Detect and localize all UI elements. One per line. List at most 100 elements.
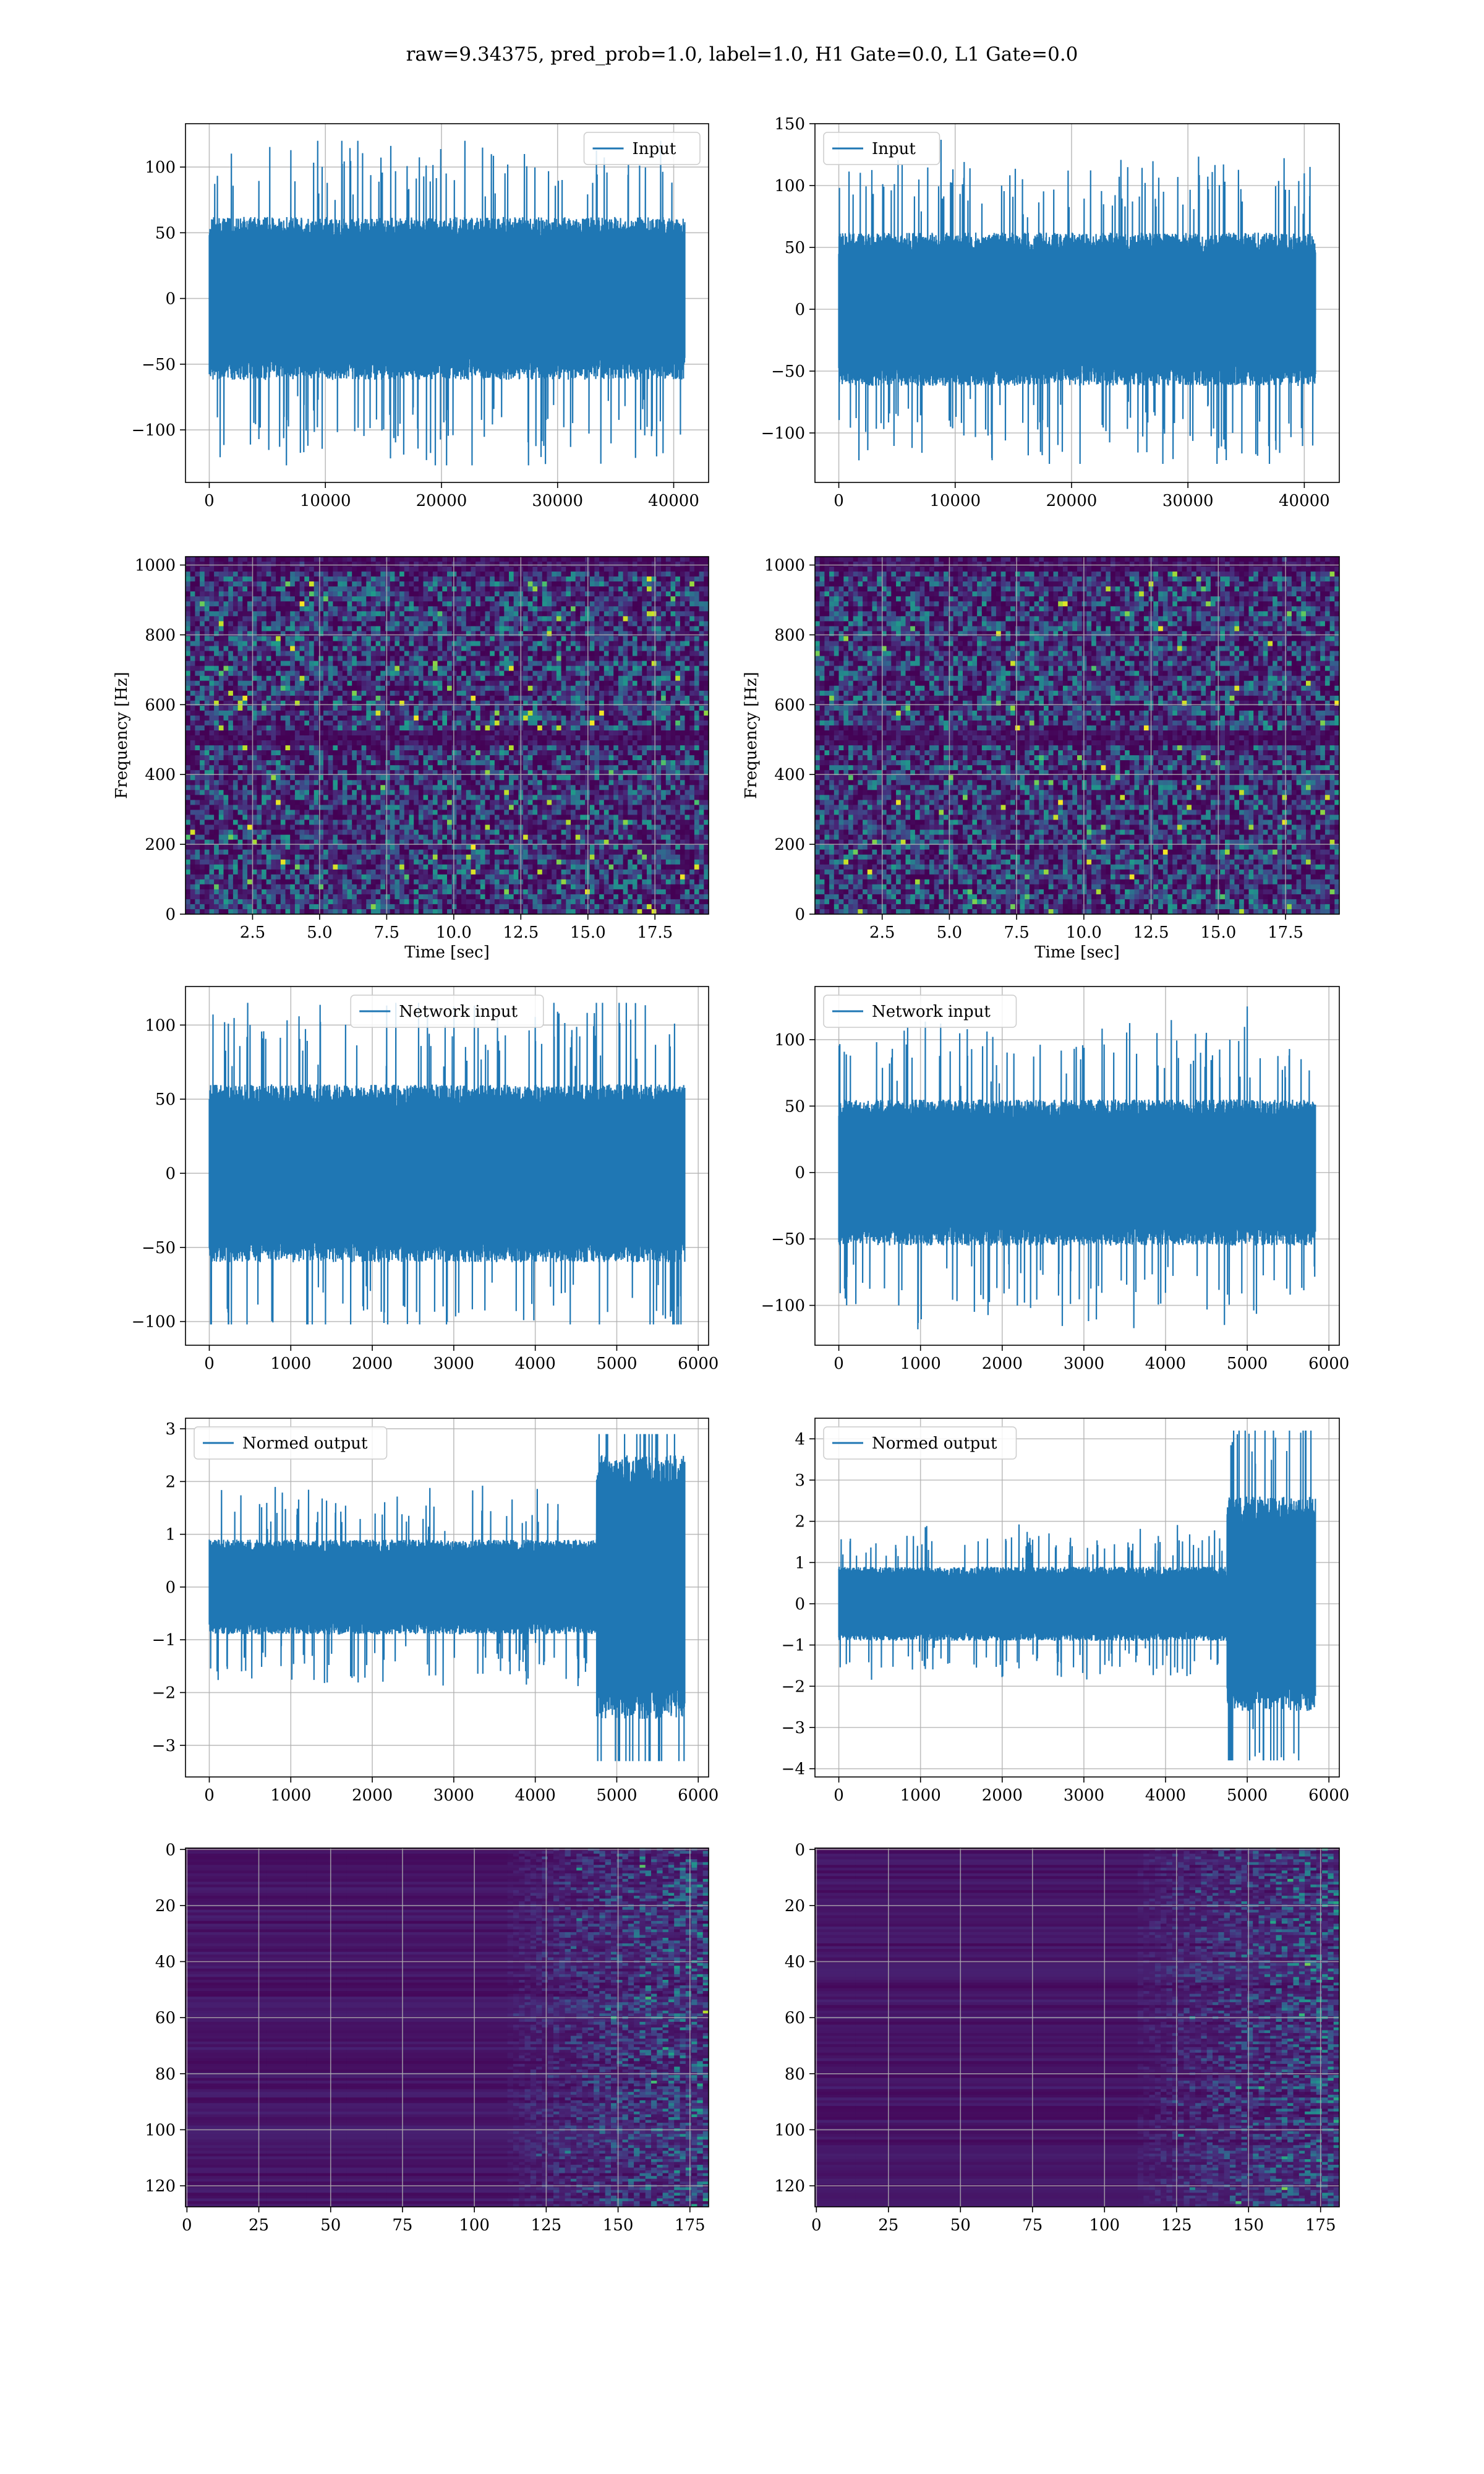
y-tick-label: 150 bbox=[774, 115, 805, 134]
tick-labels: 0 1000 2000 3000 4000 5000 6000 −100 −50 0 50 100 bbox=[761, 1031, 1350, 1373]
y-tick-label: 50 bbox=[785, 239, 805, 257]
x-tick-label: 100 bbox=[459, 2216, 490, 2235]
legend-box bbox=[583, 132, 701, 165]
subplot-r3-c0: Normed output 0 1000 2000 3000 4000 5000 6000 −3… bbox=[152, 1418, 719, 1805]
y-tick-label: 1 bbox=[795, 1554, 805, 1572]
y-tick-label: 50 bbox=[785, 1097, 805, 1116]
x-tick-label: 0 bbox=[182, 2216, 192, 2235]
y-tick-label: 40 bbox=[155, 1953, 176, 1972]
subplot-r0-c1: Input 0 10000 20000 30000 40000 −100 −50 0 50 100 1… bbox=[761, 115, 1340, 510]
legend: Normed output bbox=[823, 1426, 1017, 1460]
x-tick-label: 0 bbox=[834, 492, 844, 510]
x-tick-label: 15.0 bbox=[1200, 923, 1236, 942]
legend-label: Normed output bbox=[872, 1434, 997, 1453]
y-tick-label: 0 bbox=[165, 290, 176, 309]
series-line bbox=[838, 1006, 1316, 1330]
subplot-r4-c1: 0 25 50 75 100 125 150 175 0 20 40 60 80 100 120 bbox=[774, 1841, 1340, 2235]
grid-lines bbox=[815, 1848, 1339, 2207]
y-tick-label: −50 bbox=[771, 1230, 805, 1249]
axes-frame bbox=[185, 1847, 709, 2207]
y-tick-label: 4 bbox=[795, 1430, 805, 1449]
x-tick-label: 175 bbox=[1305, 2216, 1336, 2235]
y-tick-label: 20 bbox=[155, 1897, 176, 1915]
x-tick-label: 3000 bbox=[433, 1786, 474, 1805]
axes-frame bbox=[185, 1418, 709, 1778]
tick-labels: 0 1000 2000 3000 4000 5000 6000 −3 −2 −1 0 1 2 3 bbox=[152, 1420, 719, 1805]
x-tick-label: 0 bbox=[834, 1355, 844, 1373]
x-tick-label: 5000 bbox=[1227, 1786, 1268, 1805]
y-tick-label: 0 bbox=[795, 1841, 805, 1859]
axes-frame bbox=[185, 123, 709, 483]
y-tick-label: −100 bbox=[761, 424, 805, 443]
x-tick-label: 25 bbox=[878, 2216, 898, 2235]
subplot-r4-c0: 0 25 50 75 100 125 150 175 0 20 40 60 80 100 120 bbox=[145, 1841, 709, 2235]
x-tick-label: 125 bbox=[531, 2216, 562, 2235]
y-tick-label: 120 bbox=[145, 2177, 176, 2196]
x-tick-label: 25 bbox=[249, 2216, 269, 2235]
y-tick-label: 2 bbox=[795, 1513, 805, 1531]
x-tick-label: 10.0 bbox=[436, 923, 472, 942]
y-tick-label: 1000 bbox=[135, 557, 176, 575]
x-tick-label: 4000 bbox=[1145, 1786, 1186, 1805]
x-tick-label: 30000 bbox=[532, 492, 583, 510]
y-tick-label: 200 bbox=[145, 836, 176, 854]
x-tick-label: 2000 bbox=[352, 1786, 393, 1805]
x-tick-label: 15.0 bbox=[570, 923, 606, 942]
series-line bbox=[208, 1003, 686, 1325]
x-tick-label: 50 bbox=[320, 2216, 341, 2235]
series-line bbox=[838, 139, 1316, 464]
x-tick-label: 7.5 bbox=[374, 923, 399, 942]
x-tick-label: 3000 bbox=[1064, 1355, 1104, 1373]
x-tick-label: 6000 bbox=[1308, 1355, 1349, 1373]
axes-frame bbox=[814, 123, 1340, 483]
series-line bbox=[208, 140, 686, 466]
axes-frame bbox=[185, 986, 709, 1346]
x-tick-label: 20000 bbox=[416, 492, 467, 510]
series-line bbox=[838, 1430, 1316, 1761]
heatmap-cells bbox=[186, 557, 709, 914]
legend-box bbox=[823, 132, 940, 165]
x-tick-label: 40000 bbox=[1279, 492, 1330, 510]
tick-labels: 0 10000 20000 30000 40000 −100 −50 0 50 100 bbox=[132, 158, 699, 510]
tick-labels: 0 25 50 75 100 125 150 175 0 20 40 60 80 100 120 bbox=[145, 1841, 705, 2235]
y-tick-label: −2 bbox=[782, 1677, 805, 1696]
y-tick-label: 800 bbox=[774, 626, 805, 644]
x-tick-label: 5000 bbox=[596, 1786, 637, 1805]
x-tick-label: 0 bbox=[204, 1786, 215, 1805]
x-tick-label: 17.5 bbox=[637, 923, 673, 942]
x-tick-label: 10000 bbox=[300, 492, 351, 510]
y-tick-label: 40 bbox=[785, 1953, 805, 1972]
legend: Network input bbox=[823, 995, 1017, 1028]
y-tick-label: 2 bbox=[165, 1473, 176, 1491]
y-tick-label: 100 bbox=[774, 177, 805, 195]
x-tick-label: 4000 bbox=[515, 1786, 556, 1805]
legend-label: Input bbox=[633, 140, 676, 158]
subplot-r0-c0: Input 0 10000 20000 30000 40000 −100 −50 0 50 100 bbox=[132, 123, 709, 510]
x-tick-label: 1000 bbox=[270, 1355, 311, 1373]
tick-labels: 2.5 5.0 7.5 10.0 12.5 15.0 17.5 0 200 400 600 800 10… bbox=[135, 557, 673, 942]
x-tick-label: 75 bbox=[1022, 2216, 1043, 2235]
x-tick-label: 6000 bbox=[678, 1786, 719, 1805]
y-tick-label: 100 bbox=[145, 158, 176, 177]
x-tick-label: 10.0 bbox=[1066, 923, 1102, 942]
x-tick-label: 4000 bbox=[1145, 1355, 1186, 1373]
x-tick-label: 5.0 bbox=[937, 923, 962, 942]
subplot-r1-c1: 2.5 5.0 7.5 10.0 12.5 15.0 17.5 0 200 400 600 800 10… bbox=[742, 556, 1340, 962]
y-tick-label: −100 bbox=[132, 421, 176, 440]
x-tick-label: 0 bbox=[204, 1355, 215, 1373]
legend-box bbox=[823, 1426, 1017, 1460]
y-tick-label: 600 bbox=[774, 696, 805, 714]
y-tick-label: 20 bbox=[785, 1897, 805, 1915]
legend: Input bbox=[583, 132, 701, 165]
y-tick-label: −50 bbox=[142, 356, 176, 374]
x-tick-label: 5000 bbox=[1227, 1355, 1268, 1373]
y-tick-label: 80 bbox=[155, 2065, 176, 2084]
y-tick-label: −100 bbox=[761, 1297, 805, 1316]
y-tick-label: −2 bbox=[152, 1684, 176, 1703]
heatmap-cells bbox=[815, 557, 1339, 914]
y-tick-label: 400 bbox=[774, 766, 805, 784]
y-tick-label: −100 bbox=[132, 1313, 176, 1332]
x-tick-label: 2.5 bbox=[869, 923, 895, 942]
